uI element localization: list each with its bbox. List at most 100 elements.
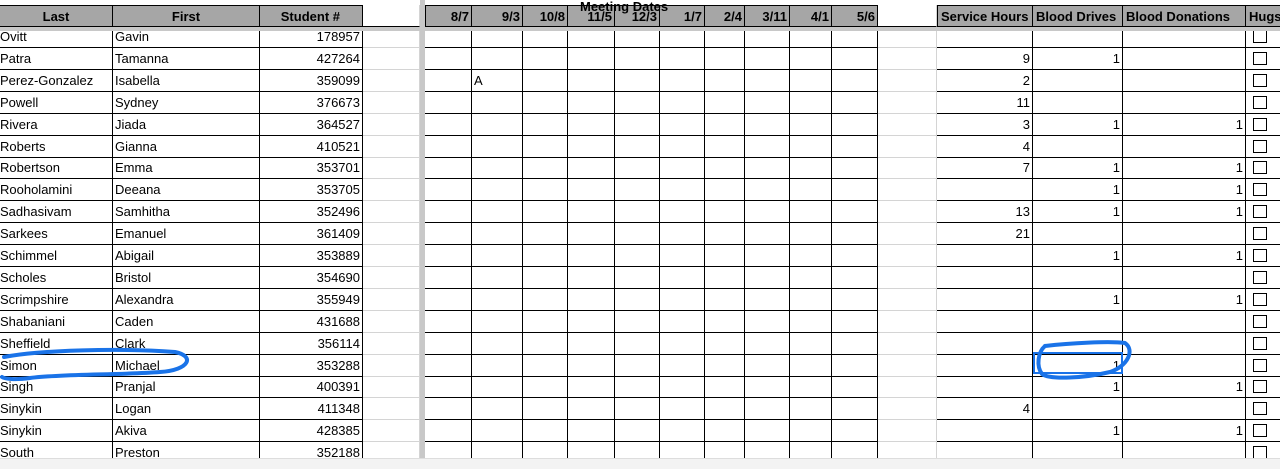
- empty-cell[interactable]: [878, 267, 937, 289]
- empty-cell[interactable]: [363, 355, 420, 377]
- donations-cell[interactable]: 1: [1123, 179, 1246, 201]
- attendance-cell[interactable]: [568, 398, 615, 420]
- hugs-cell[interactable]: [1246, 136, 1280, 158]
- attendance-cell[interactable]: [615, 157, 660, 179]
- empty-cell[interactable]: [878, 311, 937, 333]
- id-cell[interactable]: 411348: [260, 398, 363, 420]
- empty-cell[interactable]: [878, 136, 937, 158]
- attendance-cell[interactable]: [425, 398, 472, 420]
- attendance-cell[interactable]: [832, 201, 878, 223]
- attendance-cell[interactable]: [523, 333, 568, 355]
- attendance-cell[interactable]: [705, 355, 745, 377]
- hugs-checkbox[interactable]: [1253, 74, 1267, 87]
- hugs-checkbox[interactable]: [1253, 140, 1267, 153]
- attendance-cell[interactable]: [790, 420, 832, 442]
- attendance-cell[interactable]: [705, 136, 745, 158]
- empty-cell[interactable]: [878, 289, 937, 311]
- id-cell[interactable]: 353889: [260, 245, 363, 267]
- attendance-cell[interactable]: [705, 311, 745, 333]
- id-cell[interactable]: 353288: [260, 355, 363, 377]
- attendance-cell[interactable]: [790, 289, 832, 311]
- attendance-cell[interactable]: [832, 355, 878, 377]
- column-header-date[interactable]: 9/3: [472, 5, 523, 27]
- column-header-date[interactable]: 10/8: [523, 5, 568, 27]
- attendance-cell[interactable]: [705, 245, 745, 267]
- attendance-cell[interactable]: [660, 157, 705, 179]
- attendance-cell[interactable]: [832, 245, 878, 267]
- attendance-cell[interactable]: [660, 398, 705, 420]
- attendance-cell[interactable]: [705, 92, 745, 114]
- empty-cell[interactable]: [878, 48, 937, 70]
- id-cell[interactable]: 355949: [260, 289, 363, 311]
- id-cell[interactable]: 178957: [260, 26, 363, 48]
- hugs-checkbox[interactable]: [1253, 293, 1267, 306]
- attendance-cell[interactable]: [705, 420, 745, 442]
- attendance-cell[interactable]: [745, 245, 790, 267]
- attendance-cell[interactable]: [790, 136, 832, 158]
- attendance-cell[interactable]: [425, 333, 472, 355]
- empty-cell[interactable]: [363, 245, 420, 267]
- hugs-checkbox[interactable]: [1253, 205, 1267, 218]
- hugs-cell[interactable]: [1246, 420, 1280, 442]
- attendance-cell[interactable]: [790, 245, 832, 267]
- hugs-checkbox[interactable]: [1253, 161, 1267, 174]
- hugs-cell[interactable]: [1246, 223, 1280, 245]
- hugs-cell[interactable]: [1246, 179, 1280, 201]
- first-cell[interactable]: Pranjal: [113, 376, 260, 398]
- hours-cell[interactable]: [937, 355, 1033, 377]
- empty-cell[interactable]: [878, 355, 937, 377]
- hours-cell[interactable]: 13: [937, 201, 1033, 223]
- drives-cell[interactable]: [1033, 311, 1123, 333]
- attendance-cell[interactable]: [832, 26, 878, 48]
- attendance-cell[interactable]: [745, 26, 790, 48]
- attendance-cell[interactable]: [523, 201, 568, 223]
- attendance-cell[interactable]: [523, 245, 568, 267]
- attendance-cell[interactable]: [832, 223, 878, 245]
- empty-cell[interactable]: [878, 333, 937, 355]
- empty-cell[interactable]: [878, 157, 937, 179]
- attendance-cell[interactable]: [745, 420, 790, 442]
- attendance-cell[interactable]: [660, 114, 705, 136]
- column-header-hours[interactable]: Service Hours: [937, 5, 1033, 27]
- attendance-cell[interactable]: [568, 179, 615, 201]
- attendance-cell[interactable]: [568, 26, 615, 48]
- hugs-cell[interactable]: [1246, 157, 1280, 179]
- attendance-cell[interactable]: [615, 420, 660, 442]
- attendance-cell[interactable]: [472, 420, 523, 442]
- attendance-cell[interactable]: [425, 289, 472, 311]
- hugs-checkbox[interactable]: [1253, 30, 1267, 43]
- donations-cell[interactable]: 1: [1123, 376, 1246, 398]
- donations-cell[interactable]: [1123, 311, 1246, 333]
- last-cell[interactable]: Scrimpshire: [0, 289, 113, 311]
- attendance-cell[interactable]: [568, 157, 615, 179]
- hugs-checkbox[interactable]: [1253, 424, 1267, 437]
- attendance-cell[interactable]: [425, 70, 472, 92]
- hugs-checkbox[interactable]: [1253, 402, 1267, 415]
- attendance-cell[interactable]: [832, 136, 878, 158]
- hours-cell[interactable]: 9: [937, 48, 1033, 70]
- id-cell[interactable]: 359099: [260, 70, 363, 92]
- hugs-cell[interactable]: [1246, 311, 1280, 333]
- attendance-cell[interactable]: [705, 179, 745, 201]
- attendance-cell[interactable]: [523, 26, 568, 48]
- first-cell[interactable]: Emanuel: [113, 223, 260, 245]
- attendance-cell[interactable]: [790, 70, 832, 92]
- last-cell[interactable]: Rivera: [0, 114, 113, 136]
- attendance-cell[interactable]: [790, 92, 832, 114]
- attendance-cell[interactable]: [523, 311, 568, 333]
- attendance-cell[interactable]: [568, 245, 615, 267]
- donations-cell[interactable]: [1123, 333, 1246, 355]
- first-cell[interactable]: Michael: [113, 355, 260, 377]
- first-cell[interactable]: Akiva: [113, 420, 260, 442]
- drives-cell[interactable]: [1033, 267, 1123, 289]
- hours-cell[interactable]: [937, 245, 1033, 267]
- empty-cell[interactable]: [363, 92, 420, 114]
- attendance-cell[interactable]: [832, 333, 878, 355]
- attendance-cell[interactable]: [425, 376, 472, 398]
- hugs-cell[interactable]: [1246, 355, 1280, 377]
- attendance-cell[interactable]: [790, 333, 832, 355]
- empty-cell[interactable]: [363, 114, 420, 136]
- attendance-cell[interactable]: [568, 267, 615, 289]
- last-cell[interactable]: Perez-Gonzalez: [0, 70, 113, 92]
- drives-cell[interactable]: 1: [1033, 114, 1123, 136]
